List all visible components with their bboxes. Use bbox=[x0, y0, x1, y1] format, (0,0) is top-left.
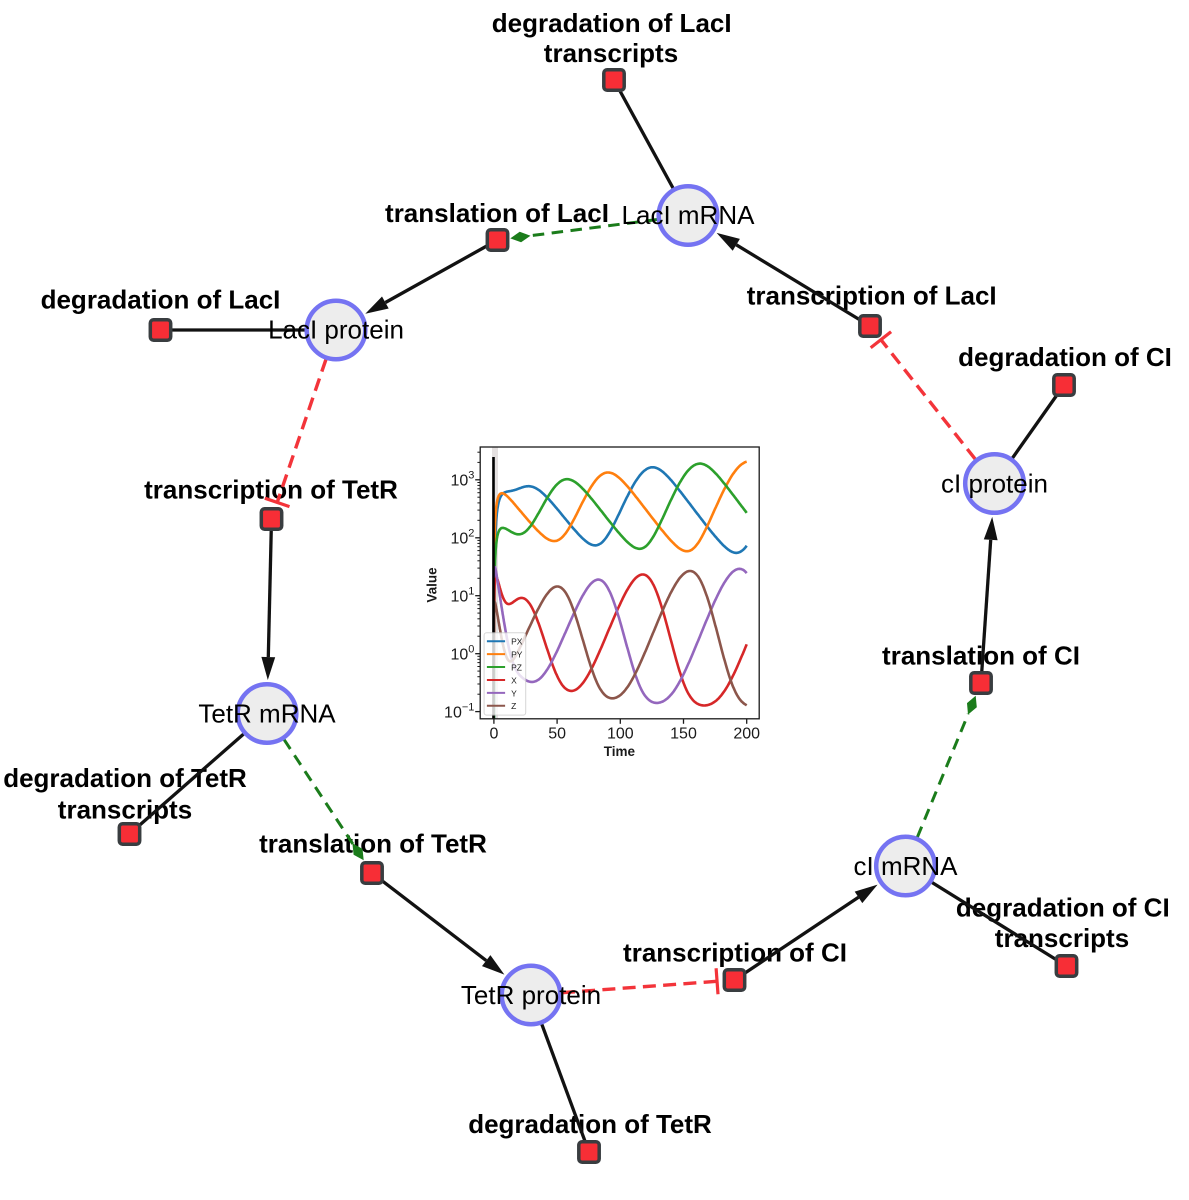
svg-text:PZ: PZ bbox=[511, 662, 522, 672]
svg-text:100: 100 bbox=[607, 725, 634, 742]
svg-text:200: 200 bbox=[733, 725, 760, 742]
svg-text:LacI mRNA: LacI mRNA bbox=[622, 200, 756, 230]
svg-text:150: 150 bbox=[670, 725, 697, 742]
svg-text:transcription of LacI: transcription of LacI bbox=[747, 281, 997, 311]
svg-text:transcripts: transcripts bbox=[544, 38, 678, 68]
svg-text:degradation of LacI: degradation of LacI bbox=[41, 284, 281, 314]
svg-text:degradation of CI: degradation of CI bbox=[958, 342, 1172, 372]
svg-text:Time: Time bbox=[604, 744, 636, 759]
svg-text:transcripts: transcripts bbox=[995, 923, 1129, 953]
svg-text:TetR mRNA: TetR mRNA bbox=[198, 699, 336, 729]
svg-text:translation of LacI: translation of LacI bbox=[385, 198, 609, 228]
svg-text:50: 50 bbox=[548, 725, 566, 742]
svg-text:X: X bbox=[511, 675, 517, 685]
svg-text:0: 0 bbox=[489, 725, 498, 742]
svg-text:LacI protein: LacI protein bbox=[268, 315, 404, 345]
svg-text:Z: Z bbox=[511, 701, 516, 711]
svg-text:cI protein: cI protein bbox=[941, 469, 1048, 499]
svg-text:PY: PY bbox=[511, 650, 523, 660]
svg-text:transcripts: transcripts bbox=[58, 795, 192, 825]
svg-text:cI mRNA: cI mRNA bbox=[854, 851, 959, 881]
svg-text:degradation of TetR: degradation of TetR bbox=[3, 763, 247, 793]
svg-text:translation of TetR: translation of TetR bbox=[259, 828, 487, 858]
svg-text:degradation of LacI: degradation of LacI bbox=[492, 8, 732, 38]
svg-text:degradation of TetR: degradation of TetR bbox=[468, 1109, 712, 1139]
svg-text:Value: Value bbox=[425, 567, 440, 603]
svg-text:Y: Y bbox=[511, 688, 517, 698]
svg-text:transcription of CI: transcription of CI bbox=[623, 937, 847, 967]
svg-text:TetR protein: TetR protein bbox=[461, 980, 601, 1010]
svg-text:PX: PX bbox=[511, 637, 523, 647]
